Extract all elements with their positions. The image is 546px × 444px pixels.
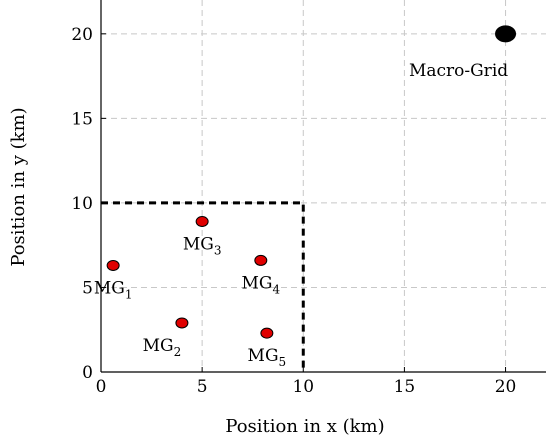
microgrid-label: MG3 <box>183 235 222 258</box>
microgrid-marker <box>106 259 120 271</box>
axes <box>100 0 546 373</box>
x-tick-label: 20 <box>495 377 517 397</box>
microgrid-marker <box>260 327 274 339</box>
microgrid-label: MG2 <box>143 336 182 359</box>
x-tick-label: 0 <box>96 377 107 397</box>
grid-lines <box>101 0 546 372</box>
microgrid-region <box>101 201 305 372</box>
tick-labels: 0 5 10 15 20 0 5 10 15 20 <box>71 25 516 397</box>
microgrid-label: MG1 <box>94 278 133 301</box>
microgrid-marker <box>175 317 189 329</box>
y-tick-label: 5 <box>82 278 93 298</box>
microgrid-marker <box>254 254 268 266</box>
data-points <box>106 25 517 339</box>
y-tick-label: 10 <box>71 194 93 214</box>
region-boundary <box>101 201 305 372</box>
macro-grid-marker <box>495 25 517 43</box>
point-labels: MG1 MG2 MG3 MG4 MG5 Macro-Grid <box>94 61 508 369</box>
y-tick-label: 20 <box>71 25 93 45</box>
microgrid-label: MG5 <box>248 346 287 369</box>
y-tick-label: 0 <box>82 363 93 383</box>
y-tick-label: 15 <box>71 109 93 129</box>
x-axis-label: Position in x (km) <box>225 416 384 437</box>
microgrid-marker <box>195 216 209 228</box>
x-tick-label: 10 <box>292 377 314 397</box>
y-axis-label: Position in y (km) <box>8 107 29 266</box>
macro-grid-label: Macro-Grid <box>409 61 508 81</box>
x-tick-label: 15 <box>394 377 416 397</box>
x-tick-label: 5 <box>197 377 208 397</box>
microgrid-label: MG4 <box>241 273 280 296</box>
